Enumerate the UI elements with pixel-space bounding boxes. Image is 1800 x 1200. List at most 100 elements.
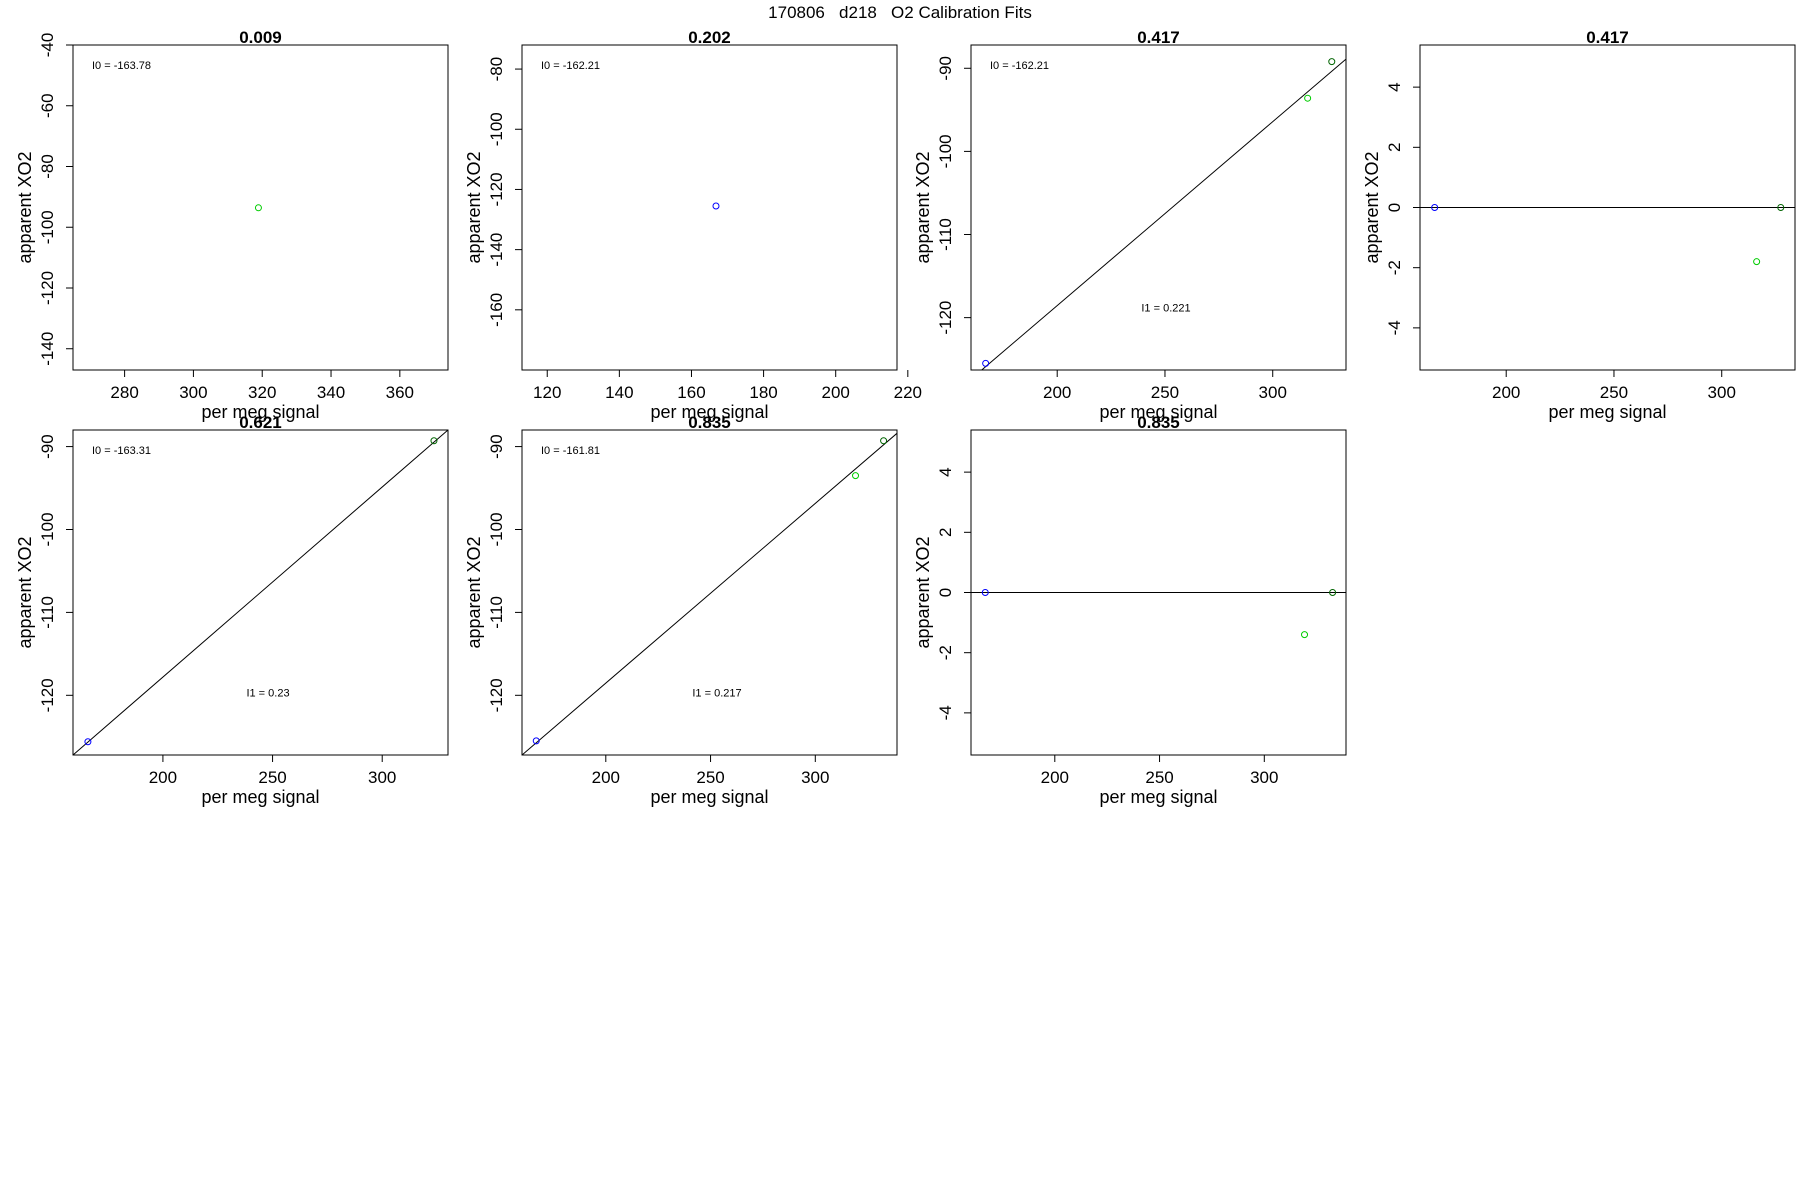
- x-axis-label: per meg signal: [1099, 402, 1217, 422]
- data-point: [532, 737, 540, 745]
- data-point: [254, 204, 262, 212]
- x-axis-label: per meg signal: [1099, 787, 1217, 807]
- plot-area: [1420, 204, 1795, 266]
- plot-panel: 0.202 120 140 160 180 200 220 per meg signal -80…: [464, 28, 922, 422]
- data-point: [1328, 58, 1336, 66]
- y-tick-label: -110: [38, 596, 57, 629]
- x-axis-label: per meg signal: [201, 787, 319, 807]
- panel-title: 0.417: [1137, 28, 1180, 47]
- x-tick-label: 250: [696, 768, 724, 787]
- y-tick-label: -110: [936, 218, 955, 251]
- plot-area: [522, 432, 897, 755]
- data-point: [1304, 94, 1312, 102]
- y-tick-label: 2: [936, 528, 955, 537]
- y-tick-label: -90: [487, 434, 506, 459]
- y-tick-label: -100: [936, 134, 955, 168]
- plot-area: [73, 430, 448, 755]
- x-tick-label: 200: [1041, 768, 1069, 787]
- y-axis-label: apparent XO2: [15, 536, 35, 648]
- y-axis-label: apparent XO2: [913, 536, 933, 648]
- x-tick-label: 340: [317, 383, 345, 402]
- data-point: [1329, 589, 1337, 596]
- plot-area: [254, 204, 262, 212]
- y-tick-label: -120: [38, 271, 57, 305]
- x-tick-label: 200: [1492, 383, 1520, 402]
- panel-title: 0.621: [239, 413, 282, 432]
- x-axis-label: per meg signal: [1548, 402, 1666, 422]
- x-axis-label: per meg signal: [650, 402, 768, 422]
- plot-panel: 0.835 200 250 300 per meg signal 4 2 0 -2 -4 appar…: [913, 413, 1347, 807]
- plot-panel: 0.009 280 300 320 340 360 per meg signal -40 -60…: [15, 28, 449, 422]
- plot-panel: 0.835 200 250 300 per meg signal -90 -100 -110 -…: [464, 413, 898, 807]
- x-tick-label: 300: [179, 383, 207, 402]
- data-point: [852, 472, 860, 480]
- x-tick-label: 250: [258, 768, 286, 787]
- x-tick-label: 180: [749, 383, 777, 402]
- y-tick-label: -100: [38, 512, 57, 546]
- x-axis-label: per meg signal: [650, 787, 768, 807]
- data-point: [1753, 258, 1761, 266]
- plot-area: [712, 202, 720, 210]
- y-tick-label: -2: [936, 645, 955, 660]
- fit-annotation: I1 = 0.221: [1141, 303, 1190, 315]
- panel-title: 0.417: [1586, 28, 1629, 47]
- y-tick-label: 0: [936, 588, 955, 597]
- y-tick-label: -90: [936, 56, 955, 81]
- plot-frame: [521, 429, 898, 756]
- x-tick-label: 300: [368, 768, 396, 787]
- fit-line: [522, 432, 897, 755]
- x-tick-label: 200: [1043, 383, 1071, 402]
- y-tick-label: -140: [487, 233, 506, 267]
- x-tick-label: 200: [822, 383, 850, 402]
- y-axis-label: apparent XO2: [1362, 151, 1382, 263]
- panel-title: 0.835: [688, 413, 731, 432]
- y-tick-label: -110: [487, 596, 506, 629]
- x-axis-label: per meg signal: [201, 402, 319, 422]
- y-tick-label: -80: [38, 154, 57, 179]
- fit-annotation: I0 = -163.78: [92, 60, 151, 72]
- plot-frame: [970, 44, 1347, 371]
- x-tick-label: 300: [1259, 383, 1287, 402]
- data-point: [982, 359, 990, 367]
- plot-panel: 0.417 200 250 300 per meg signal 4 2 0 -2 -4 appar…: [1362, 28, 1796, 422]
- x-tick-label: 250: [1145, 768, 1173, 787]
- panel-title: 0.009: [239, 28, 282, 47]
- fit-annotation: I0 = -162.21: [990, 60, 1049, 72]
- y-axis-label: apparent XO2: [464, 536, 484, 648]
- y-tick-label: -4: [1385, 320, 1404, 335]
- fit-line: [980, 58, 1346, 370]
- y-tick-label: 2: [1385, 143, 1404, 152]
- plot-panel: 0.417 200 250 300 per meg signal -90 -100 -110 -…: [913, 28, 1347, 422]
- plot-frame: [72, 44, 449, 371]
- y-tick-label: -90: [38, 434, 57, 459]
- y-tick-label: 4: [936, 467, 955, 476]
- fit-line: [73, 430, 448, 755]
- x-tick-label: 200: [149, 768, 177, 787]
- data-point: [1301, 631, 1309, 639]
- data-point: [84, 738, 92, 746]
- plot-area: [971, 589, 1346, 639]
- fit-annotation: I0 = -163.31: [92, 445, 151, 457]
- data-point: [1777, 204, 1785, 211]
- y-tick-label: -40: [38, 33, 57, 58]
- x-tick-label: 160: [677, 383, 705, 402]
- fit-annotation: I0 = -161.81: [541, 445, 600, 457]
- fit-annotation: I1 = 0.23: [246, 688, 289, 700]
- x-tick-label: 300: [1708, 383, 1736, 402]
- y-tick-label: -120: [487, 678, 506, 712]
- figure-title: 170806 d218 O2 Calibration Fits: [768, 3, 1032, 22]
- y-tick-label: -100: [38, 210, 57, 244]
- y-tick-label: 4: [1385, 82, 1404, 91]
- y-axis-label: apparent XO2: [913, 151, 933, 263]
- y-axis-label: apparent XO2: [15, 151, 35, 263]
- x-tick-label: 360: [386, 383, 414, 402]
- y-tick-label: -120: [487, 172, 506, 206]
- y-tick-label: -100: [487, 512, 506, 546]
- data-point: [430, 437, 438, 445]
- x-tick-label: 200: [592, 768, 620, 787]
- x-tick-label: 300: [801, 768, 829, 787]
- x-tick-label: 220: [894, 383, 922, 402]
- data-point: [981, 589, 989, 596]
